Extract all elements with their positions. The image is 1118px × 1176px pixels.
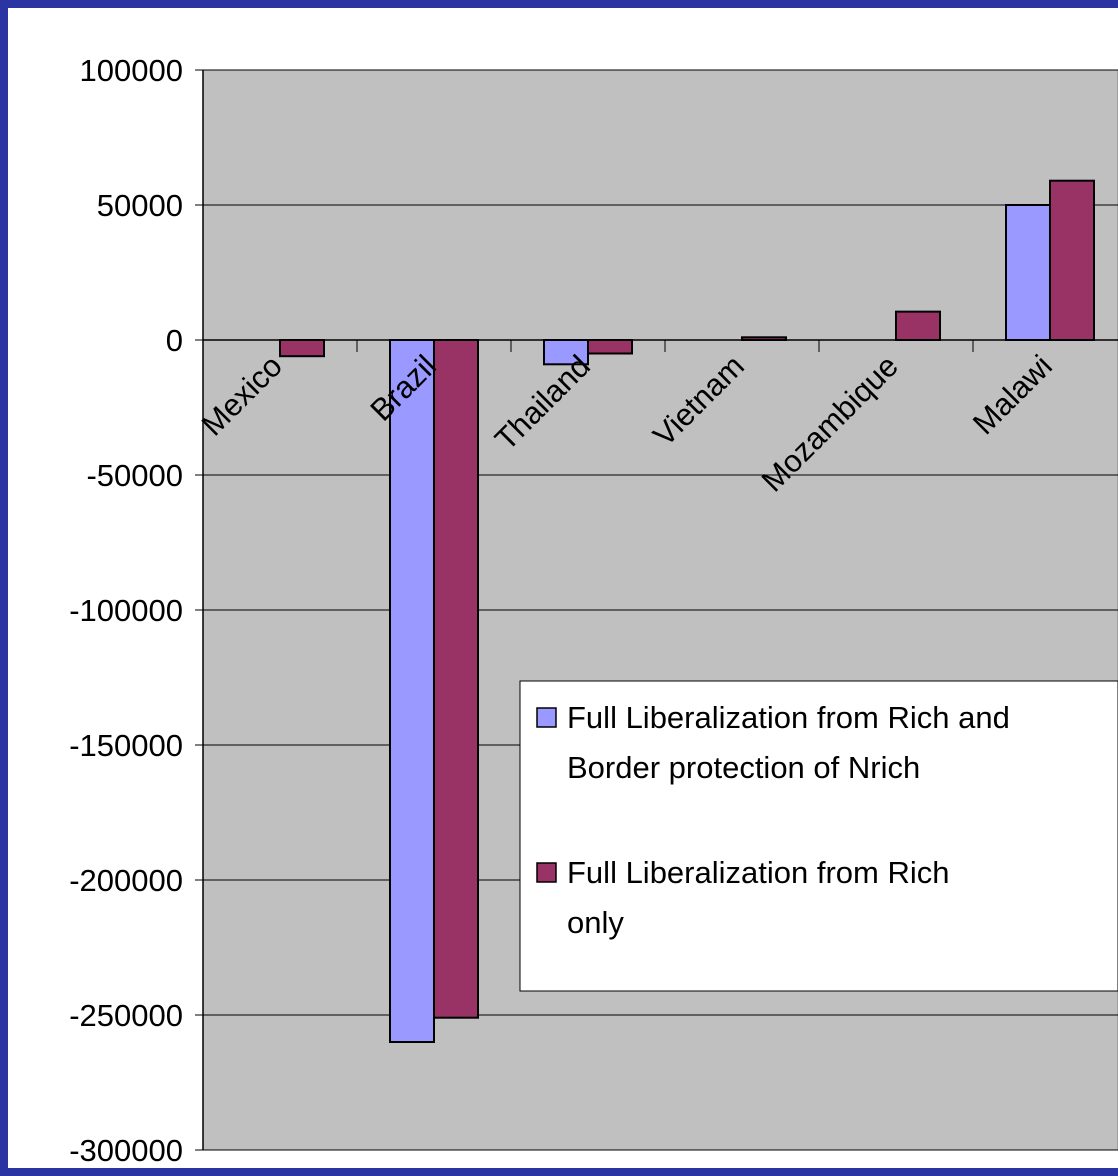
y-tick-label: 100000	[80, 53, 183, 88]
legend-swatch-2	[536, 862, 557, 883]
y-tick-label: -250000	[69, 998, 183, 1033]
y-tick-label: 0	[166, 323, 183, 358]
legend-box	[519, 680, 1118, 992]
bar-mexico-series-2	[279, 339, 325, 358]
bar-chart: 100000 50000 0 -50000 -100000 -150000 -200000 -…	[69, 53, 1118, 1168]
bar-mozambique-series-2	[895, 310, 941, 341]
legend-swatch-1	[536, 707, 557, 728]
bar-thailand-series-2	[587, 339, 633, 355]
bar-malawi-series-1	[1005, 204, 1051, 341]
y-tick-label: -100000	[69, 593, 183, 628]
legend-label-1: Border protection of Nrich	[567, 750, 920, 785]
y-tick-label: -50000	[86, 458, 183, 493]
bar-brazil-series-1	[389, 339, 435, 1043]
bar-brazil-series-2	[433, 339, 479, 1019]
legend-label-2: Full Liberalization from Rich	[567, 855, 949, 890]
y-tick-label: -150000	[69, 728, 183, 763]
legend-label-2: only	[567, 905, 624, 940]
bar-malawi-series-2	[1049, 179, 1095, 341]
y-tick-label: 50000	[97, 188, 183, 223]
chart-frame: 100000 50000 0 -50000 -100000 -150000 -200000 -…	[8, 8, 1118, 1168]
bar-vietnam-series-2	[741, 336, 787, 341]
legend-label-1: Full Liberalization from Rich and	[567, 700, 1010, 735]
y-tick-label: -200000	[69, 863, 183, 898]
y-tick-label: -300000	[69, 1133, 183, 1168]
